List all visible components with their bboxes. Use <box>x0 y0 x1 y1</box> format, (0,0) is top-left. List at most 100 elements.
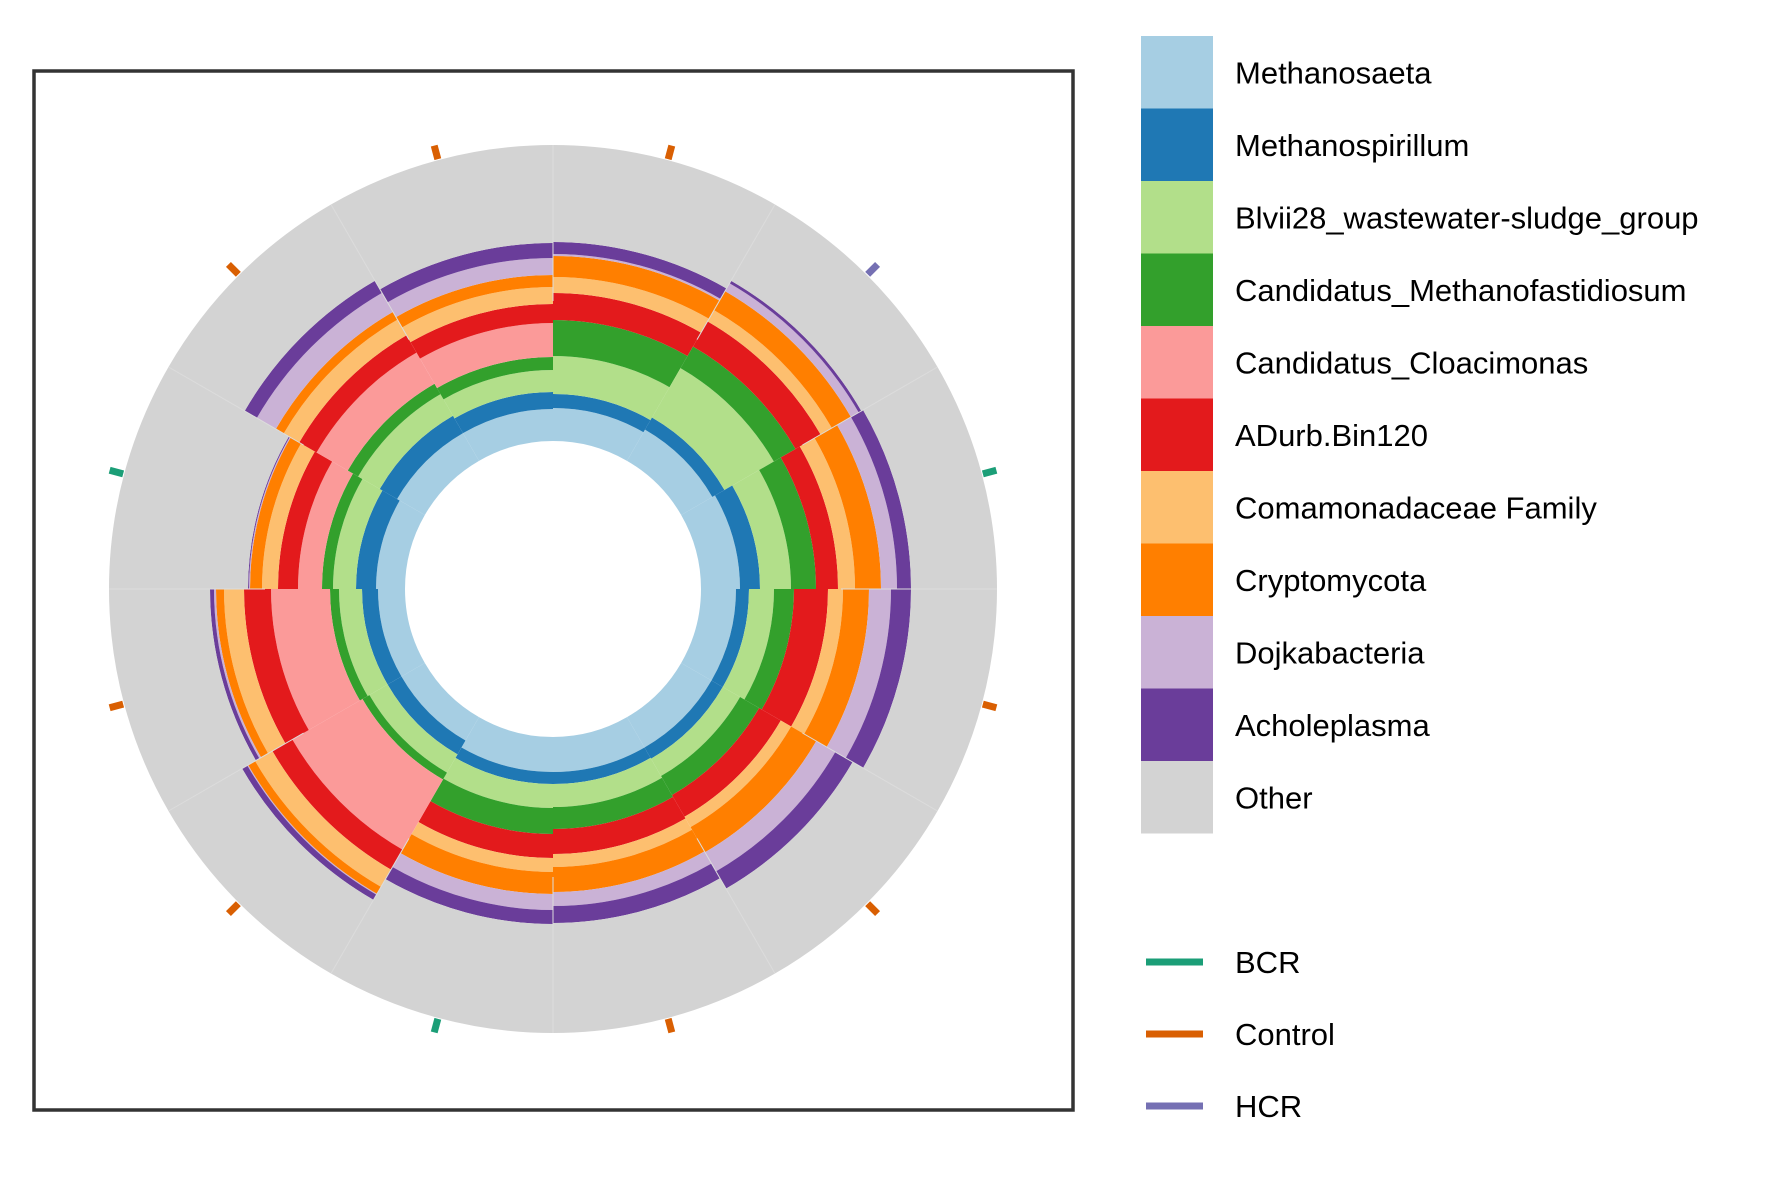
bar-segment-dojkabacteria <box>837 417 897 589</box>
bar-segment-methanospirillum <box>645 417 725 497</box>
bar-segment-comamonadaceae-family <box>411 821 553 872</box>
legend-label-candidatus-methanofastidiosum: Candidatus_Methanofastidiosum <box>1235 273 1687 308</box>
sector-separator <box>802 366 938 446</box>
bar-segment-candidatus-methanofastidiosum <box>430 778 553 834</box>
bar-segment-dojkabacteria <box>392 853 553 910</box>
legend-label-cryptomycota: Cryptomycota <box>1235 563 1427 598</box>
bar-segment-cryptomycota <box>396 275 553 328</box>
bar-segment-other <box>863 589 997 811</box>
group-tick-control <box>225 901 241 917</box>
legend-swatch-other <box>1141 761 1213 834</box>
bar-segment-methanospirillum <box>362 589 402 685</box>
bar-segment-candidatus-methanofastidiosum <box>744 589 794 710</box>
group-tick-bcr <box>981 466 998 478</box>
bar-segment-dojkabacteria <box>705 741 836 872</box>
bar-segment-blvii28-wastewater-sludge-group <box>358 394 453 489</box>
bar-segment-candidatus-cloacimonas <box>271 589 360 730</box>
bar-segment-methanosaeta <box>397 433 479 515</box>
bar-segment-dojkabacteria <box>826 589 891 758</box>
bar-segment-methanospirillum <box>553 394 651 433</box>
bar-segment-candidatus-cloacimonas <box>420 323 553 389</box>
bar-segment-adurb-bin120 <box>780 446 839 589</box>
bar-segment-cryptomycota <box>275 311 398 434</box>
legend-swatch-blvii28-wastewater-sludge-group <box>1141 181 1213 254</box>
legend-swatch-methanosaeta <box>1141 36 1213 109</box>
bar-segment-blvii28-wastewater-sludge-group <box>333 479 383 589</box>
bar-segment-candidatus-methanofastidiosum <box>362 695 447 780</box>
legend-swatch-candidatus-cloacimonas <box>1141 326 1213 399</box>
bar-segment-comamonadaceae-family <box>553 277 709 333</box>
bar-segment-adurb-bin120 <box>693 321 821 449</box>
bar-segment-dojkabacteria <box>387 258 553 318</box>
taxa-legend: Methanosaeta Methanospirillum Blvii28_wast… <box>1141 36 1699 834</box>
bar-segment-methanosaeta <box>461 717 553 772</box>
legend-swatch-methanospirillum <box>1141 108 1213 181</box>
sector-separator <box>330 204 410 340</box>
legend-swatch-comamonadaceae-family <box>1141 471 1213 544</box>
bar-segment-cryptomycota <box>400 834 553 894</box>
group-tick-control <box>108 700 125 712</box>
legend-label-methanospirillum: Methanospirillum <box>1235 128 1469 163</box>
bar-segment-methanospirillum <box>455 747 553 784</box>
bar-segment-adurb-bin120 <box>761 589 828 727</box>
bar-segment-comamonadaceae-family <box>553 818 692 867</box>
sector-separator <box>330 838 410 974</box>
sector-separator <box>696 838 776 974</box>
bar-segment-other <box>726 762 938 974</box>
bar-segment-blvii28-wastewater-sludge-group <box>651 687 741 777</box>
bar-segment-methanospirillum <box>714 485 760 589</box>
group-tick-control <box>981 700 998 712</box>
bar-segment-methanosaeta <box>401 663 479 741</box>
legend-label-comamonadaceae-family: Comamonadaceae Family <box>1235 490 1597 525</box>
panel-border <box>32 69 1075 1112</box>
bar-segment-methanosaeta <box>627 429 713 515</box>
bar-segment-acholeplasma <box>385 866 553 924</box>
bar-segment-candidatus-methanofastidiosum <box>347 383 441 477</box>
bar-segment-blvii28-wastewater-sludge-group <box>369 684 458 773</box>
bar-segment-methanospirillum <box>553 747 651 784</box>
bar-segment-methanospirillum <box>644 680 723 759</box>
bar-segment-candidatus-methanofastidiosum <box>680 346 796 462</box>
bar-segment-methanosaeta <box>553 717 645 772</box>
bar-segment-methanospirillum <box>387 676 466 755</box>
bar-segment-candidatus-cloacimonas <box>316 352 435 471</box>
group-tick-control <box>865 901 881 917</box>
bar-segment-adurb-bin120 <box>553 796 686 854</box>
bar-segment-dojkabacteria <box>256 292 393 429</box>
bar-segment-cryptomycota <box>690 726 817 853</box>
bar-segment-methanospirillum <box>454 392 553 434</box>
group-tick-control <box>225 261 241 277</box>
legend-label-control: Control <box>1235 1017 1335 1052</box>
bar-segment-candidatus-methanofastidiosum <box>437 357 553 400</box>
sector-separator <box>802 732 938 812</box>
bar-segment-cryptomycota <box>714 291 851 428</box>
bar-segment-candidatus-methanofastidiosum <box>553 777 673 829</box>
bar-segment-blvii28-wastewater-sludge-group <box>722 589 774 700</box>
bar-segment-comamonadaceae-family <box>402 287 553 343</box>
bar-segment-acholeplasma <box>553 863 720 923</box>
bar-segment-adurb-bin120 <box>553 293 701 357</box>
bar-segment-comamonadaceae-family <box>224 589 286 754</box>
group-tick-control <box>664 144 676 161</box>
bar-segment-candidatus-methanofastidiosum <box>661 697 760 796</box>
bar-segment-other <box>168 204 375 411</box>
bar-segment-adurb-bin120 <box>272 739 403 870</box>
bar-segment-methanosaeta <box>463 409 553 461</box>
bar-segment-adurb-bin120 <box>278 451 333 589</box>
bar-segment-methanospirillum <box>356 490 400 589</box>
bar-segment-comamonadaceae-family <box>255 751 391 887</box>
bar-segment-methanosaeta <box>627 663 712 748</box>
bar-segment-other <box>109 589 256 811</box>
legend-swatch-acholeplasma <box>1141 688 1213 761</box>
bar-segment-adurb-bin120 <box>418 801 553 858</box>
group-legend: BCR Control HCR <box>1146 945 1335 1124</box>
bar-segment-cryptomycota <box>814 425 881 589</box>
bar-segment-methanosaeta <box>378 589 425 677</box>
legend-label-blvii28-wastewater-sludge-group: Blvii28_wastewater-sludge_group <box>1235 200 1699 235</box>
legend-swatch-dojkabacteria <box>1141 616 1213 689</box>
legend-label-bcr: BCR <box>1235 945 1300 980</box>
bar-segment-candidatus-cloacimonas <box>298 461 353 589</box>
bar-segment-other <box>863 367 997 589</box>
legend-label-other: Other <box>1235 780 1313 815</box>
